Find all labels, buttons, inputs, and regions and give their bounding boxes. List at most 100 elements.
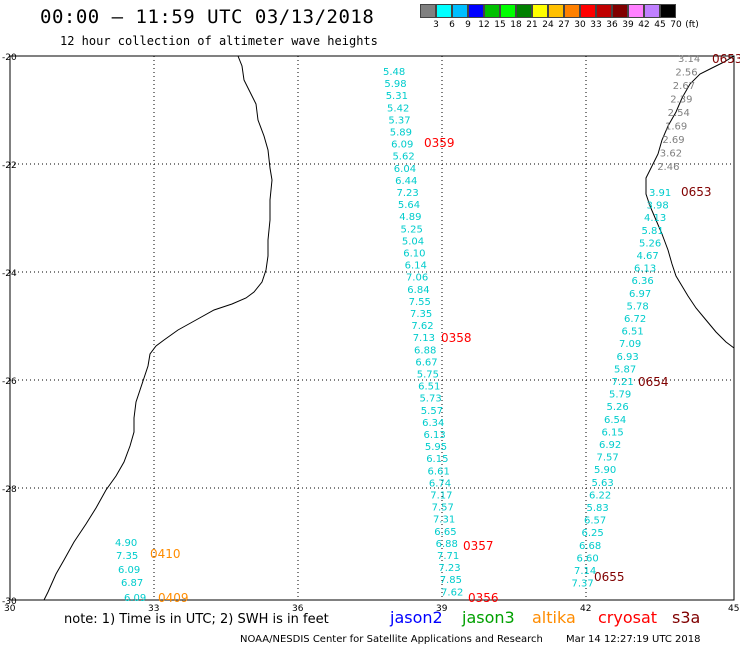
wave-height-label: 5.63 [592,478,614,489]
wave-height-label: 7.37 [572,579,594,590]
legend-label: 9 [465,20,471,30]
color-scale-legend: 3 6 9 12 15 18 21 24 27 30 33 36 39 42 45 70 (ft) [420,4,699,32]
wave-height-label: 7.62 [411,321,433,332]
wave-height-label: 1.69 [665,122,687,133]
legend-swatch [436,4,452,18]
wave-height-label: 6.36 [632,276,654,287]
longitude-label: 39 [436,604,448,614]
footer-timestamp: Mar 14 12:27:19 UTC 2018 [566,634,701,645]
wave-height-label: 5.37 [388,115,410,126]
legend-swatch [468,4,484,18]
wave-height-label: 3.98 [647,201,669,212]
madagascar-coastline [645,55,735,349]
pass-time-label: 0357 [463,539,494,553]
wave-height-label: 6.15 [426,454,448,465]
wave-height-label: 6.97 [629,289,651,300]
pass-time-label: 0409 [158,591,189,605]
wave-height-label: 5.26 [639,238,661,249]
pass-time-label: 0358 [441,331,472,345]
legend-label: 24 [542,20,554,30]
wave-height-label: 5.78 [627,301,649,312]
satellite-legend-item: s3a [672,608,701,627]
legend-swatch [612,4,628,18]
legend-label: 70 [670,20,682,30]
wave-height-label: 6.04 [394,164,416,175]
legend-swatch [628,4,644,18]
pass-time-label: 0655 [594,570,625,584]
wave-height-label: 6.13 [634,264,656,275]
wave-height-label: 5.57 [421,406,443,417]
wave-height-label: 2.46 [657,162,679,173]
legend-label: 27 [558,20,570,30]
wave-height-label: 4.90 [115,538,137,549]
wave-height-label: 7.23 [397,188,419,199]
legend-swatch [452,4,468,18]
latitude-label: -22 [2,161,17,171]
graticule [10,56,734,600]
wave-height-label: 5.90 [594,465,616,476]
wave-height-label: 6.74 [429,478,451,489]
legend-swatch [420,4,436,18]
page-title: 00:00 – 11:59 UTC 03/13/2018 [40,6,375,28]
wave-height-label: 7.35 [410,309,432,320]
legend-label: 18 [510,20,522,30]
wave-height-label: 6.87 [121,578,143,589]
longitude-label: 33 [148,604,159,614]
wave-height-label: 5.31 [386,91,408,102]
wave-height-label: 6.10 [403,249,425,260]
wave-height-label: 7.55 [409,297,431,308]
wave-height-label: 5.04 [402,236,424,247]
legend-label: 45 [654,20,666,30]
wave-height-label: 6.51 [418,382,440,393]
legend-swatch [548,4,564,18]
wave-height-label: 6.13 [424,430,446,441]
longitude-label: 42 [580,604,591,614]
wave-height-label: 7.62 [441,587,463,598]
wave-height-label: 6.92 [599,440,621,451]
legend-swatch [580,4,596,18]
wave-height-label: 2.39 [670,95,692,106]
pass-time-label: 0653 [681,185,712,199]
wave-height-label: 5.81 [642,226,664,237]
wave-height-label: 2.69 [662,135,684,146]
legend-swatch [644,4,660,18]
wave-height-label: 6.34 [422,418,444,429]
wave-height-label: 6.68 [579,541,601,552]
wave-height-label: 6.51 [622,327,644,338]
legend-label: 36 [606,20,618,30]
wave-height-label: 6.44 [395,176,417,187]
wave-height-label: 3.14 [678,54,700,65]
wave-height-labels: 5.485.985.315.425.375.896.095.626.046.44… [115,52,740,605]
footer-note: note: 1) Time is in UTC; 2) SWH is in fe… [64,612,329,627]
wave-height-label: 3.91 [649,188,671,199]
wave-height-label: 5.95 [425,442,447,453]
wave-height-label: 6.09 [391,140,413,151]
wave-height-label: 7.06 [406,273,428,284]
wave-height-label: 7.31 [433,515,455,526]
pass-time-label: 0654 [638,375,669,389]
wave-height-label: 6.09 [118,565,140,576]
wave-height-label: 6.65 [434,527,456,538]
latitude-label: -20 [2,53,17,63]
wave-height-label: 7.21 [612,377,634,388]
wave-height-label: 7.13 [413,333,435,344]
legend-label: 30 [574,20,586,30]
latitude-label: -26 [2,377,17,387]
wave-height-label: 6.22 [589,490,611,501]
legend-swatch [500,4,516,18]
wave-height-label: 5.64 [398,200,420,211]
wave-height-label: 5.79 [609,390,631,401]
wave-height-label: 6.09 [124,593,146,604]
wave-height-label: 7.23 [438,563,460,574]
wave-height-label: 5.42 [387,103,409,114]
wave-height-label: 6.88 [436,539,458,550]
wave-height-label: 5.26 [607,402,629,413]
legend-swatch [596,4,612,18]
longitude-label: 30 [4,604,16,614]
legend-label: 39 [622,20,634,30]
wave-height-label: 7.57 [597,453,619,464]
satellite-legend-item: altika [532,608,576,627]
wave-height-label: 5.98 [384,79,406,90]
latitude-label: -28 [2,485,17,495]
